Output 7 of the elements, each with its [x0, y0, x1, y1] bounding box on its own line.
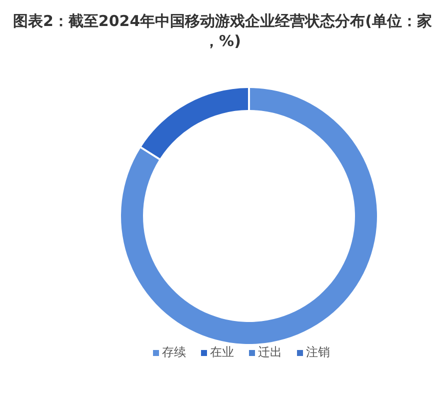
- donut-slice: [121, 88, 377, 344]
- donut-slice: [141, 88, 248, 158]
- legend-label: 存续: [162, 345, 186, 359]
- legend-label: 注销: [306, 345, 330, 359]
- chart-title: 图表2：截至2024年中国移动游戏企业经营状态分布(单位：家，%): [12, 12, 432, 50]
- legend-label: 迁出: [258, 345, 282, 359]
- legend-label: 在业: [210, 345, 234, 359]
